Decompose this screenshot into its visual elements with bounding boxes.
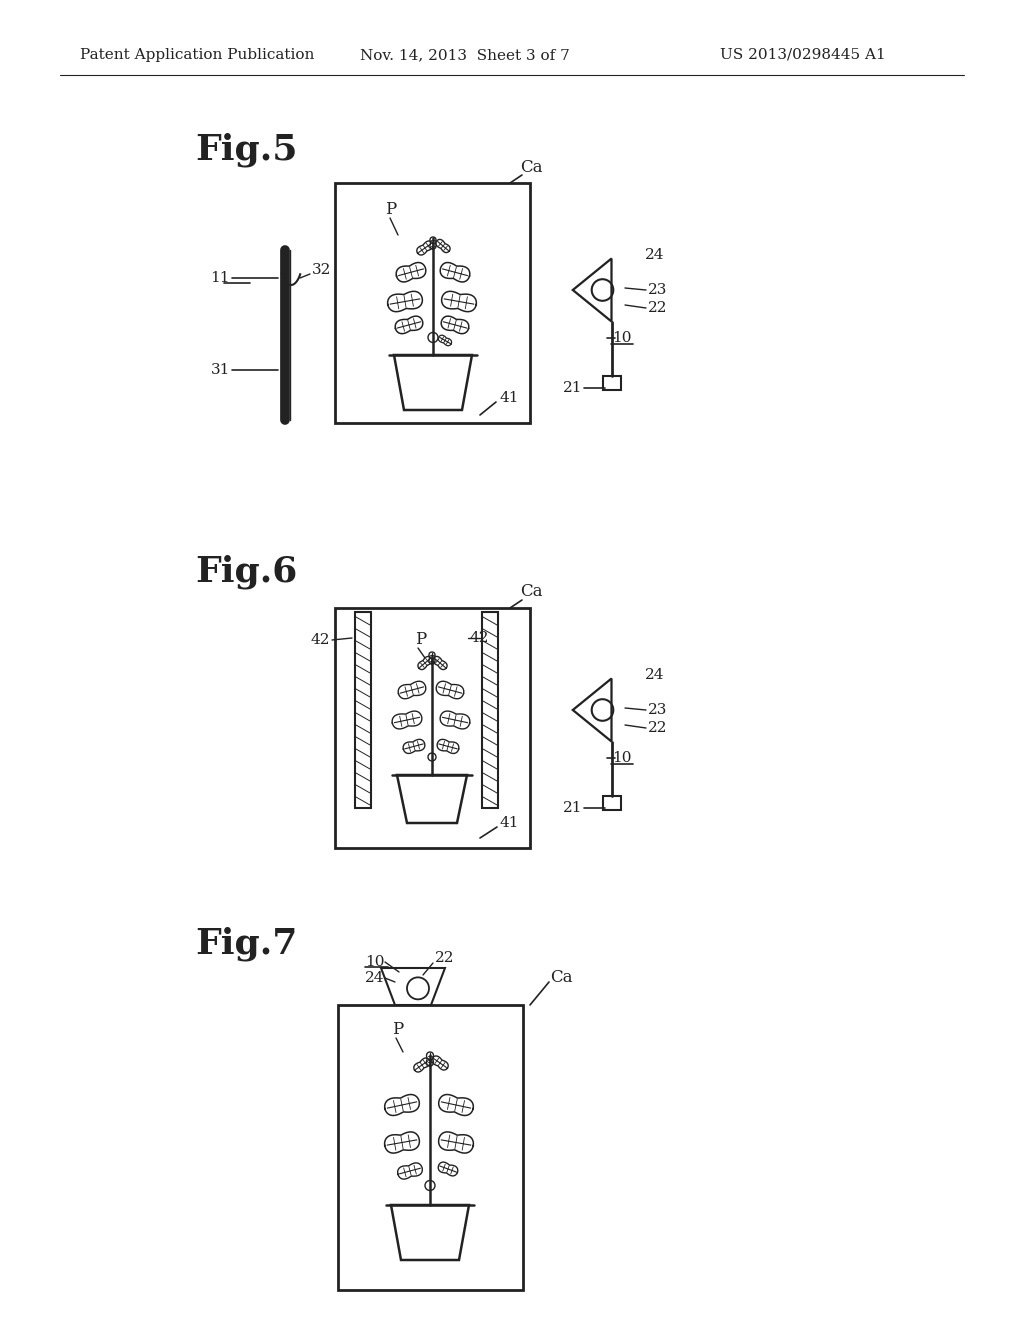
Text: 42: 42 <box>470 631 489 645</box>
Text: 23: 23 <box>648 704 668 717</box>
Text: P: P <box>415 631 426 648</box>
Bar <box>602 375 621 389</box>
Text: 21: 21 <box>562 801 582 814</box>
Text: 42: 42 <box>310 634 330 647</box>
Text: Fig.6: Fig.6 <box>195 554 297 589</box>
Text: Patent Application Publication: Patent Application Publication <box>80 48 314 62</box>
Text: Nov. 14, 2013  Sheet 3 of 7: Nov. 14, 2013 Sheet 3 of 7 <box>360 48 569 62</box>
Text: 24: 24 <box>645 248 665 261</box>
Text: 41: 41 <box>499 391 518 405</box>
Text: 32: 32 <box>312 263 332 277</box>
Text: 10: 10 <box>612 751 632 766</box>
Text: Fig.5: Fig.5 <box>195 133 298 168</box>
Text: Fig.7: Fig.7 <box>195 927 297 961</box>
Text: 22: 22 <box>648 721 668 735</box>
Bar <box>482 612 498 808</box>
Bar <box>335 183 530 422</box>
Text: Ca: Ca <box>520 160 543 177</box>
Text: P: P <box>392 1022 403 1039</box>
Text: 31: 31 <box>211 363 230 378</box>
Text: 10: 10 <box>612 331 632 345</box>
Bar <box>335 609 530 847</box>
Text: Ca: Ca <box>520 583 543 601</box>
Text: 21: 21 <box>562 381 582 395</box>
Text: 23: 23 <box>648 282 668 297</box>
Text: 10: 10 <box>365 954 384 969</box>
Text: 22: 22 <box>435 950 455 965</box>
Text: 22: 22 <box>648 301 668 315</box>
Text: 24: 24 <box>645 668 665 682</box>
Bar <box>602 796 621 809</box>
Text: P: P <box>385 202 396 219</box>
Text: US 2013/0298445 A1: US 2013/0298445 A1 <box>720 48 886 62</box>
Text: 24: 24 <box>365 972 384 985</box>
Text: 41: 41 <box>499 816 518 830</box>
Text: 11: 11 <box>211 271 230 285</box>
Text: Ca: Ca <box>550 969 572 986</box>
Bar <box>338 1005 523 1290</box>
Bar <box>355 612 371 808</box>
